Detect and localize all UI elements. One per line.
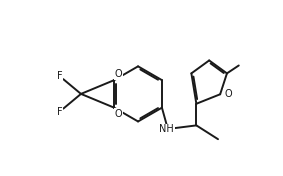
Text: O: O bbox=[224, 89, 232, 99]
Text: F: F bbox=[57, 107, 62, 117]
Text: NH: NH bbox=[159, 124, 174, 134]
Text: F: F bbox=[57, 71, 62, 81]
Text: O: O bbox=[114, 69, 122, 79]
Text: O: O bbox=[114, 109, 122, 119]
